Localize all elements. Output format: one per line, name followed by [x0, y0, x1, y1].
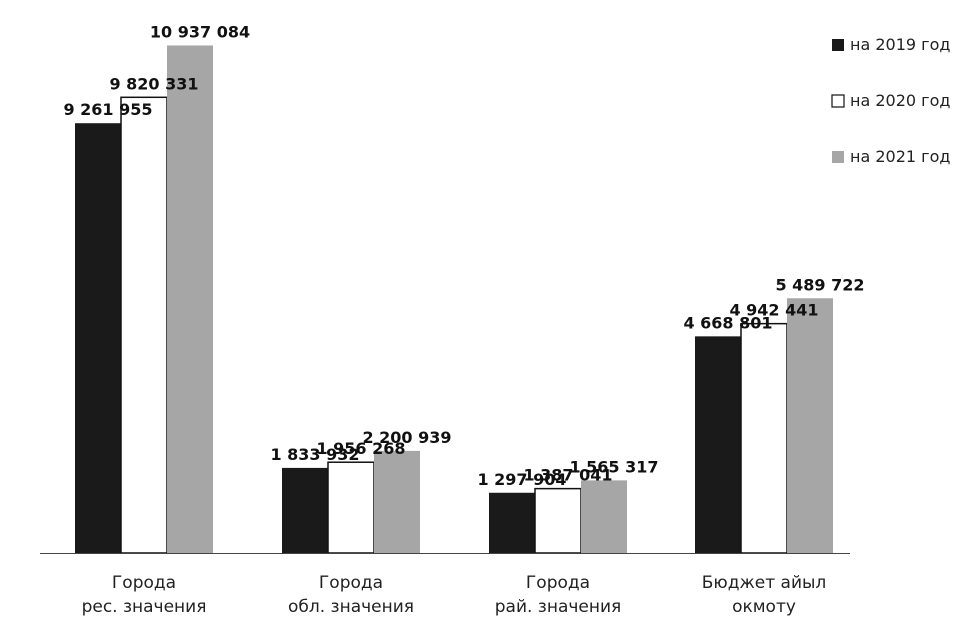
value-label-2-series-3: 2 200 939 [362, 428, 451, 447]
bar-2-series-3 [374, 450, 420, 553]
category-label-4-line-2: окмоту [732, 597, 796, 617]
bar-1-series-2 [120, 96, 168, 554]
bar-1-series-1 [75, 123, 121, 553]
bar-1-series-3 [167, 45, 213, 553]
legend-label-1: на 2019 год [850, 35, 950, 54]
bar-4-series-2 [740, 322, 788, 554]
bar-2-series-1 [282, 467, 328, 553]
value-label-4-series-3: 5 489 722 [775, 275, 864, 294]
legend-label-2: на 2020 год [850, 91, 950, 110]
legend: на 2019 год на 2020 год на 2021 год [831, 35, 950, 166]
bar-4-series-3 [787, 298, 833, 553]
category-label-2-line-2: обл. значения [288, 597, 414, 617]
bar-2-series-2 [327, 461, 375, 554]
category-label-4-line-1: Бюджет айыл [702, 573, 827, 593]
category-label-1-line-2: рес. значения [82, 597, 207, 617]
value-label-4-series-2: 4 942 441 [729, 301, 818, 320]
bar-3-series-3 [581, 480, 627, 553]
value-label-2-series-2: 1 956 268 [316, 439, 405, 458]
value-label-3-series-2: 1 387 041 [523, 466, 612, 485]
legend-swatch-2 [831, 94, 845, 108]
value-label-2-series-1: 1 833 932 [270, 445, 359, 464]
value-label-1-series-3: 10 937 084 [150, 22, 250, 41]
category-label-3-line-2: рай. значения [495, 597, 622, 617]
legend-swatch-3 [832, 151, 844, 163]
value-label-3-series-3: 1 565 317 [569, 457, 658, 476]
bar-4-series-1 [695, 336, 741, 553]
category-label-2-line-1: Города [319, 573, 383, 593]
category-label-3-line-1: Города [526, 573, 590, 593]
value-label-1-series-1: 9 261 955 [63, 100, 152, 119]
category-label-1-line-1: Города [112, 573, 176, 593]
legend-label-3: на 2021 год [850, 147, 950, 166]
legend-swatch-1 [832, 39, 844, 51]
bar-3-series-1 [489, 492, 535, 553]
category-labels-group: Города рес. значения Города обл. значения Го… [82, 573, 827, 617]
value-label-1-series-2: 9 820 331 [109, 74, 198, 93]
value-label-3-series-1: 1 297 904 [477, 470, 566, 489]
value-label-4-series-1: 4 668 801 [683, 313, 772, 332]
bars-group [75, 45, 833, 554]
bar-3-series-2 [534, 487, 582, 554]
